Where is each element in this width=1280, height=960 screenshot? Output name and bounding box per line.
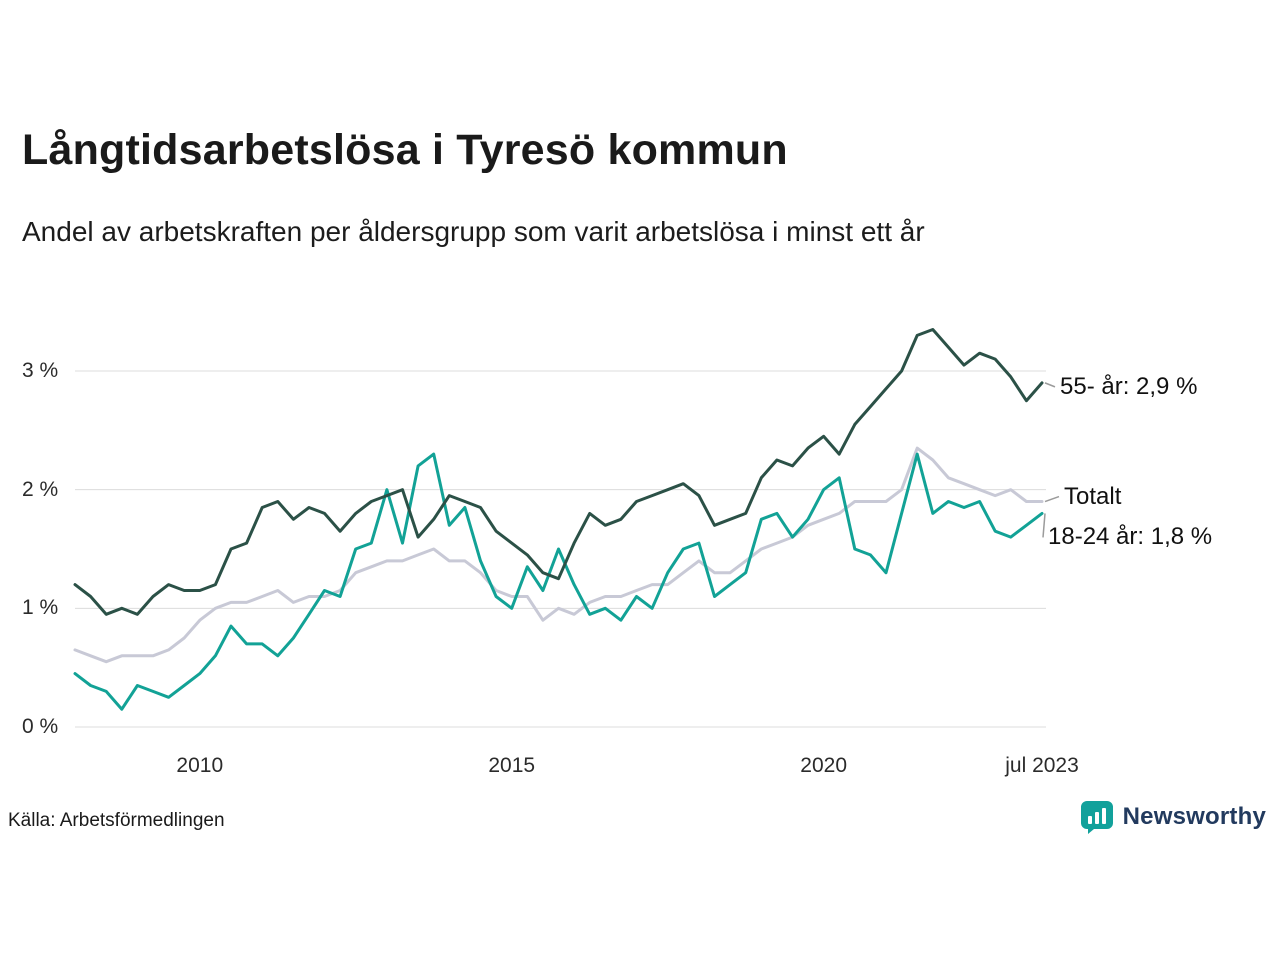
- brand-name: Newsworthy: [1122, 803, 1266, 830]
- brand-lockup: Newsworthy: [1080, 800, 1266, 834]
- page-subtitle: Andel av arbetskraften per åldersgrupp s…: [22, 216, 925, 247]
- x-axis-tick-2015: 2015: [488, 754, 536, 777]
- series-label-55-ar: 55- år: 2,9 %: [1060, 372, 1198, 400]
- series-label-18-24-ar: 18-24 år: 1,8 %: [1048, 523, 1213, 551]
- x-axis-tick-jul-2023: jul 2023: [1005, 754, 1079, 777]
- y-axis-tick-2pct: 2 %: [22, 477, 59, 501]
- page-title: Långtidsarbetslösa i Tyresö kommun: [22, 126, 788, 174]
- x-axis-tick-2010: 2010: [176, 754, 224, 777]
- source-note: Källa: Arbetsförmedlingen: [8, 810, 225, 831]
- newsworthy-logo-icon: [1080, 801, 1113, 834]
- y-axis-tick-0pct: 0 %: [22, 715, 59, 738]
- x-axis-tick-2020: 2020: [800, 754, 847, 777]
- y-axis-tick-1pct: 1 %: [22, 596, 59, 620]
- series-label-totalt: Totalt: [1064, 482, 1122, 510]
- y-axis-tick-3pct: 3 %: [22, 359, 59, 382]
